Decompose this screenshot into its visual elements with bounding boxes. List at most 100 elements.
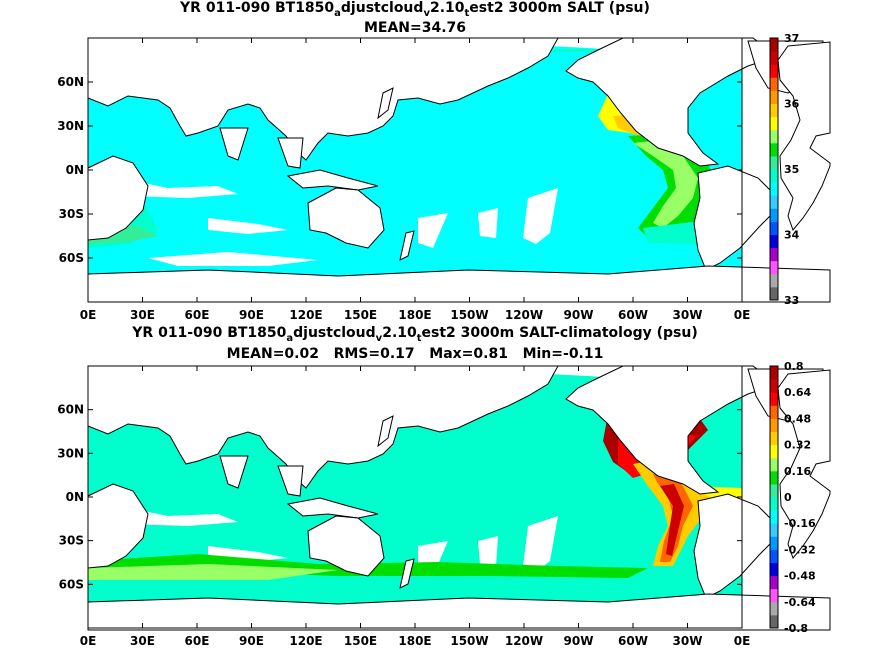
colorbar-swatch <box>770 418 778 432</box>
y-tick-label: 30S <box>59 534 84 548</box>
x-tick-label: 30W <box>673 308 703 322</box>
colorbar-swatch <box>770 195 778 209</box>
colorbar-tick-label: -0.16 <box>784 517 816 530</box>
colorbar-tick-label: 0.48 <box>784 412 811 425</box>
colorbar-swatch <box>770 457 778 472</box>
x-tick-label: 0E <box>734 308 751 322</box>
x-tick-label: 180E <box>398 308 431 322</box>
colorbar-swatch <box>770 169 778 183</box>
colorbar-swatch <box>770 601 778 616</box>
colorbar-swatch <box>770 366 778 380</box>
colorbar-swatch <box>770 247 778 262</box>
x-tick-label: 30E <box>130 308 155 322</box>
colorbar-swatch <box>770 103 778 118</box>
y-tick-label: 30S <box>59 207 84 221</box>
y-tick-label: 0N <box>66 163 84 177</box>
top-panel-title: YR 011-090 BT1850adjustcloudv2.10test2 3… <box>180 0 650 19</box>
colorbar-tick-label: -0.64 <box>784 596 816 609</box>
y-tick-label: 30N <box>57 446 84 460</box>
colorbar-swatch <box>770 510 778 524</box>
y-tick-label: 60N <box>57 75 84 89</box>
x-tick-label: 120W <box>505 308 543 322</box>
colorbar-swatch <box>770 379 778 393</box>
colorbar-tick-label: 37 <box>784 32 799 45</box>
colorbar-swatch <box>770 431 778 446</box>
colorbar-swatch <box>770 221 778 235</box>
x-tick-label: 60W <box>618 634 648 648</box>
colorbar-swatch <box>770 392 778 406</box>
colorbar-swatch <box>770 129 778 144</box>
colorbar-swatch <box>770 116 778 131</box>
top-panel-subtitle: MEAN=34.76 <box>363 20 467 36</box>
x-tick-label: 90W <box>564 634 594 648</box>
colorbar-tick-label: 34 <box>784 229 800 242</box>
colorbar-swatch <box>770 562 778 577</box>
x-tick-label: 30E <box>130 634 155 648</box>
x-tick-label: 90E <box>239 308 264 322</box>
colorbar-swatch <box>770 208 778 222</box>
y-tick-label: 60N <box>57 403 84 417</box>
y-tick-label: 30N <box>57 119 84 133</box>
colorbar-swatch <box>770 536 778 550</box>
x-tick-label: 60W <box>618 308 648 322</box>
x-tick-label: 120W <box>505 634 543 648</box>
x-tick-label: 0E <box>80 308 97 322</box>
y-tick-label: 60S <box>59 251 84 265</box>
bottom-panel-subtitle: MEAN=0.02 RMS=0.17 Max=0.81 Min=-0.11 <box>226 346 604 362</box>
x-tick-label: 90W <box>564 308 594 322</box>
colorbar-swatch <box>770 497 778 511</box>
colorbar-tick-label: -0.8 <box>784 622 808 635</box>
bottom-panel-title: YR 011-090 BT1850adjustcloudv2.10test2 3… <box>132 325 698 344</box>
x-tick-label: 150E <box>344 308 377 322</box>
x-tick-label: 150W <box>450 634 488 648</box>
x-tick-label: 60E <box>185 308 210 322</box>
x-tick-label: 90E <box>239 634 264 648</box>
top-axes: 0E 30E 60E 90E 120E 150E 180E 150W 120W 90W 60W 30W… <box>57 38 750 322</box>
colorbar-tick-label: 36 <box>784 98 800 111</box>
colorbar-swatch <box>770 444 778 459</box>
x-tick-label: 120E <box>289 308 322 322</box>
colorbar-tick-label: 0.64 <box>784 386 811 399</box>
colorbar-swatch <box>770 142 778 157</box>
x-tick-label: 60E <box>185 634 210 648</box>
bottom-colorbar: -0.8 -0.64 -0.48 -0.32 -0.16 0 0.16 0.32 0.48 0.6… <box>769 360 816 635</box>
colorbar-swatch <box>770 575 778 590</box>
colorbar-swatch <box>770 77 778 91</box>
colorbar-tick-label: 0 <box>784 491 792 504</box>
colorbar-tick-label: 0.16 <box>784 465 811 478</box>
x-tick-label: 150E <box>344 634 377 648</box>
y-tick-label: 60S <box>59 577 84 591</box>
colorbar-tick-label: 0.8 <box>784 360 804 373</box>
x-tick-label: 0E <box>80 634 97 648</box>
colorbar-tick-label: 0.32 <box>784 439 811 452</box>
colorbar-tick-label: -0.32 <box>784 543 816 556</box>
colorbar-tick-label: 35 <box>784 163 799 176</box>
x-tick-label: 0E <box>734 634 751 648</box>
x-tick-label: 180E <box>398 634 431 648</box>
colorbar-tick-label: -0.48 <box>784 570 816 583</box>
colorbar-swatch <box>770 234 778 249</box>
colorbar-swatch <box>770 260 778 275</box>
x-tick-label: 150W <box>450 308 488 322</box>
colorbar-swatch <box>770 549 778 563</box>
x-tick-label: 120E <box>289 634 322 648</box>
bottom-axes: 0E 30E 60E 90E 120E 150E 180E 150W 120W 90W 60W 30W… <box>57 366 750 648</box>
colorbar-swatch <box>770 38 778 52</box>
colorbar-swatch <box>770 483 778 498</box>
colorbar-swatch <box>770 470 778 485</box>
colorbar-swatch <box>770 523 778 537</box>
colorbar-tick-label: 33 <box>784 294 799 307</box>
colorbar-swatch <box>770 588 778 603</box>
top-colorbar: 33 34 35 36 37 <box>769 32 800 307</box>
colorbar-swatch <box>770 273 778 288</box>
colorbar-swatch <box>770 51 778 65</box>
y-tick-label: 0N <box>66 490 84 504</box>
colorbar-swatch <box>770 90 778 104</box>
colorbar-swatch <box>770 64 778 78</box>
colorbar-swatch <box>770 286 778 301</box>
colorbar-swatch <box>770 182 778 196</box>
colorbar-swatch <box>770 405 778 419</box>
colorbar-swatch <box>770 614 778 629</box>
x-tick-label: 30W <box>673 634 703 648</box>
